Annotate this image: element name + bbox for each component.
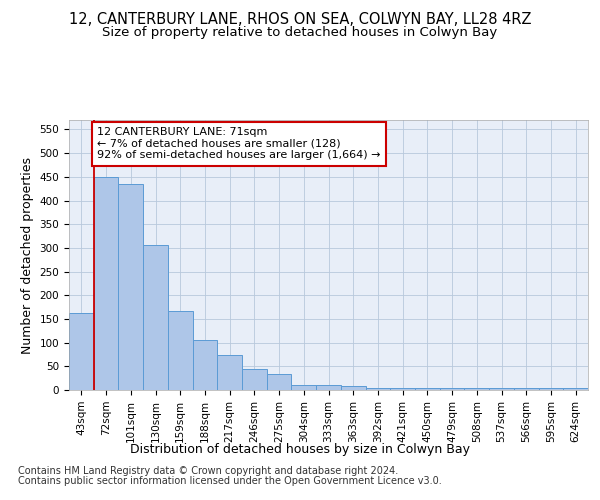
Bar bbox=[464, 388, 489, 390]
Bar bbox=[563, 388, 588, 390]
Y-axis label: Number of detached properties: Number of detached properties bbox=[21, 156, 34, 354]
Bar bbox=[341, 386, 365, 390]
Bar bbox=[514, 388, 539, 390]
Bar bbox=[143, 244, 168, 390]
Bar bbox=[168, 311, 193, 390]
Bar bbox=[267, 374, 292, 390]
Bar bbox=[489, 388, 514, 390]
Text: Contains public sector information licensed under the Open Government Licence v3: Contains public sector information licen… bbox=[18, 476, 442, 486]
Bar bbox=[242, 368, 267, 390]
Bar bbox=[316, 386, 341, 390]
Bar bbox=[440, 388, 464, 390]
Bar bbox=[94, 177, 118, 390]
Text: 12 CANTERBURY LANE: 71sqm
← 7% of detached houses are smaller (128)
92% of semi-: 12 CANTERBURY LANE: 71sqm ← 7% of detach… bbox=[97, 127, 381, 160]
Bar bbox=[365, 388, 390, 390]
Bar bbox=[292, 386, 316, 390]
Bar bbox=[415, 388, 440, 390]
Text: Size of property relative to detached houses in Colwyn Bay: Size of property relative to detached ho… bbox=[103, 26, 497, 39]
Bar bbox=[69, 313, 94, 390]
Bar bbox=[539, 388, 563, 390]
Text: Distribution of detached houses by size in Colwyn Bay: Distribution of detached houses by size … bbox=[130, 442, 470, 456]
Bar bbox=[217, 355, 242, 390]
Bar bbox=[118, 184, 143, 390]
Bar bbox=[390, 388, 415, 390]
Text: Contains HM Land Registry data © Crown copyright and database right 2024.: Contains HM Land Registry data © Crown c… bbox=[18, 466, 398, 476]
Bar bbox=[193, 340, 217, 390]
Text: 12, CANTERBURY LANE, RHOS ON SEA, COLWYN BAY, LL28 4RZ: 12, CANTERBURY LANE, RHOS ON SEA, COLWYN… bbox=[69, 12, 531, 28]
